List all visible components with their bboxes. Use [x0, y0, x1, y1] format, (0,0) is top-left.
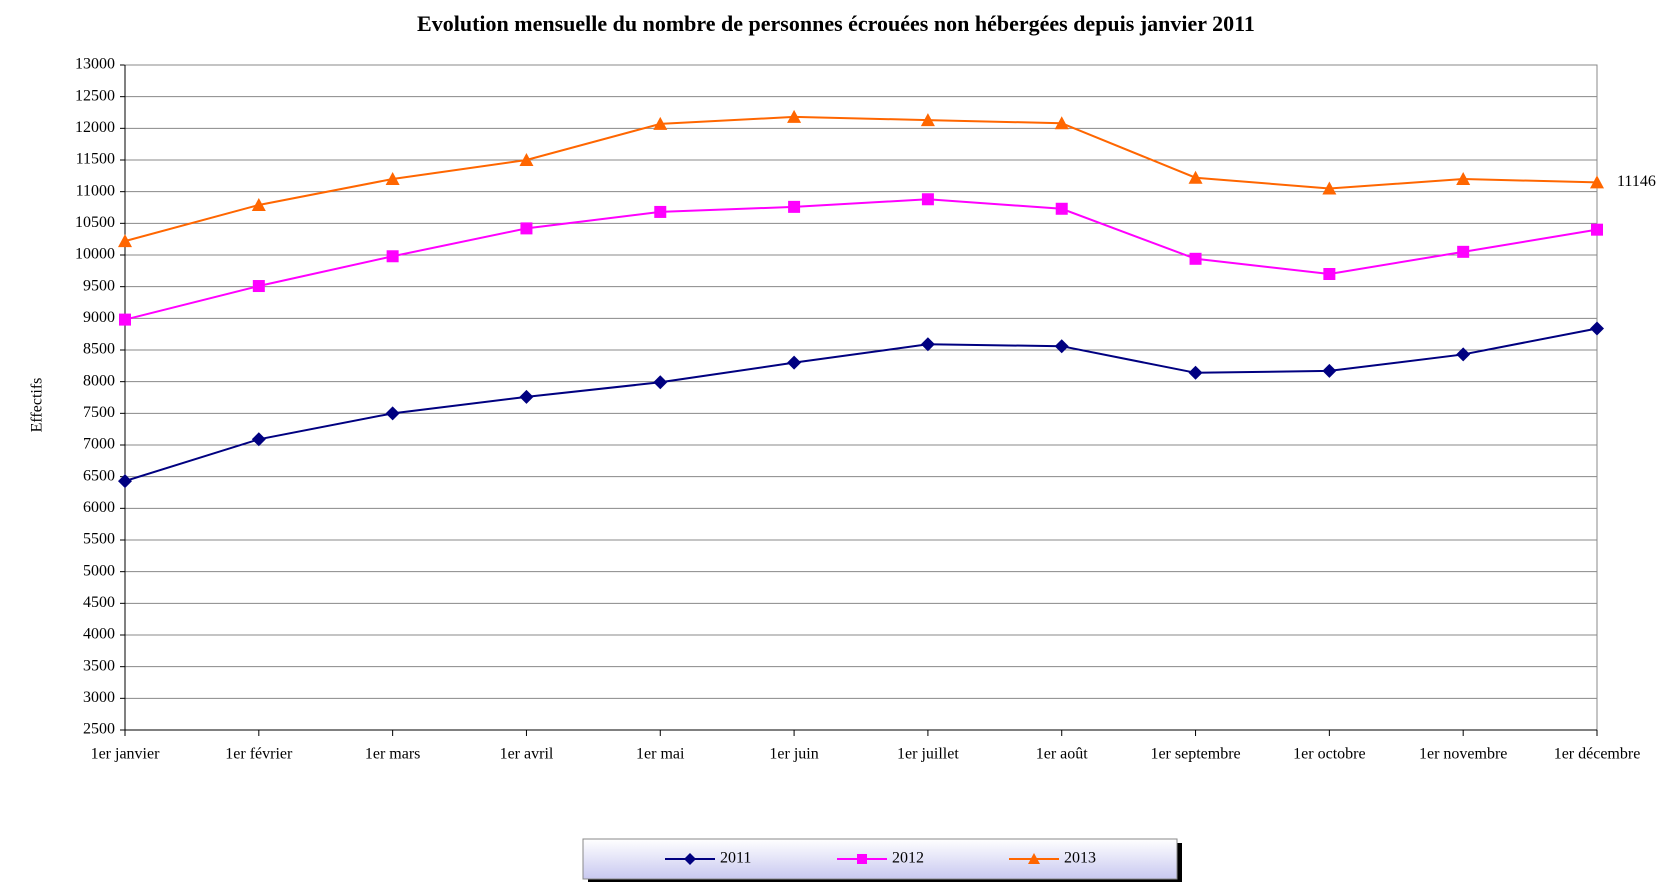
marker [118, 234, 132, 248]
marker [1189, 252, 1202, 265]
y-tick-label: 6500 [83, 467, 115, 484]
x-tick-label: 1er octobre [1293, 746, 1365, 763]
y-tick-label: 9500 [83, 277, 115, 294]
marker [921, 193, 934, 206]
marker [119, 313, 131, 326]
marker [653, 116, 668, 130]
y-tick-label: 5500 [83, 531, 115, 548]
marker [920, 113, 935, 127]
marker [520, 222, 533, 235]
y-tick-label: 8000 [83, 372, 115, 389]
y-tick-label: 7000 [83, 436, 115, 453]
x-tick-label: 1er février [225, 746, 293, 763]
legend-label: 2013 [1064, 850, 1096, 867]
y-tick-label: 10500 [75, 214, 115, 231]
y-tick-label: 4500 [83, 594, 115, 611]
marker [1323, 268, 1336, 280]
marker [1590, 175, 1604, 189]
marker [787, 355, 802, 370]
marker [1054, 339, 1069, 354]
y-tick-label: 7500 [83, 404, 115, 421]
legend-label: 2012 [892, 850, 924, 867]
marker [385, 406, 400, 421]
x-tick-label: 1er juillet [897, 746, 959, 763]
marker [251, 197, 266, 211]
marker [1590, 321, 1604, 336]
marker [1457, 245, 1470, 258]
y-tick-label: 4000 [83, 626, 115, 643]
x-tick-label: 1er janvier [91, 746, 161, 763]
marker [519, 153, 534, 166]
data-label: 11146 [1617, 173, 1656, 190]
marker [251, 432, 266, 447]
x-tick-label: 1er mai [636, 746, 685, 763]
y-axis-label: Effectifs [29, 378, 46, 433]
marker [385, 172, 400, 185]
y-tick-label: 3500 [83, 657, 115, 674]
marker [252, 280, 265, 293]
marker [653, 375, 668, 390]
y-tick-label: 12500 [75, 87, 115, 104]
marker [118, 474, 132, 489]
marker [1322, 363, 1337, 378]
y-tick-label: 10000 [75, 246, 115, 263]
marker [386, 250, 399, 263]
marker [787, 109, 802, 123]
x-tick-label: 1er juin [769, 746, 818, 763]
y-tick-label: 11000 [76, 182, 115, 199]
marker [684, 853, 696, 865]
series-line [124, 327, 1598, 483]
marker [1456, 347, 1471, 362]
marker [1055, 202, 1068, 215]
x-tick-label: 1er septembre [1150, 746, 1240, 763]
marker [1054, 116, 1069, 130]
marker [1188, 170, 1203, 184]
y-tick-label: 3000 [83, 689, 115, 706]
series-line [124, 115, 1598, 243]
legend-label: 2011 [720, 850, 751, 867]
x-tick-label: 1er décembre [1554, 746, 1641, 763]
marker [1591, 223, 1603, 236]
marker [1456, 172, 1471, 185]
marker [1028, 853, 1040, 864]
y-tick-label: 8500 [83, 341, 115, 358]
x-tick-label: 1er novembre [1419, 746, 1507, 763]
chart-title: Evolution mensuelle du nombre de personn… [417, 11, 1255, 36]
y-tick-label: 2500 [83, 721, 115, 738]
marker [1188, 365, 1203, 380]
marker [788, 200, 801, 213]
marker [519, 389, 534, 404]
marker [857, 854, 867, 864]
x-tick-label: 1er mars [365, 746, 421, 763]
marker [1322, 181, 1337, 195]
marker [654, 205, 667, 218]
y-tick-label: 13000 [75, 56, 115, 73]
plot-frame [124, 64, 1598, 731]
y-tick-label: 6000 [83, 499, 115, 516]
y-tick-label: 12000 [75, 119, 115, 136]
marker [920, 337, 935, 352]
y-tick-label: 11500 [76, 151, 115, 168]
y-tick-label: 5000 [83, 562, 115, 579]
x-tick-label: 1er août [1036, 746, 1089, 763]
series-line [124, 198, 1598, 321]
x-tick-label: 1er avril [500, 746, 554, 763]
y-tick-label: 9000 [83, 309, 115, 326]
